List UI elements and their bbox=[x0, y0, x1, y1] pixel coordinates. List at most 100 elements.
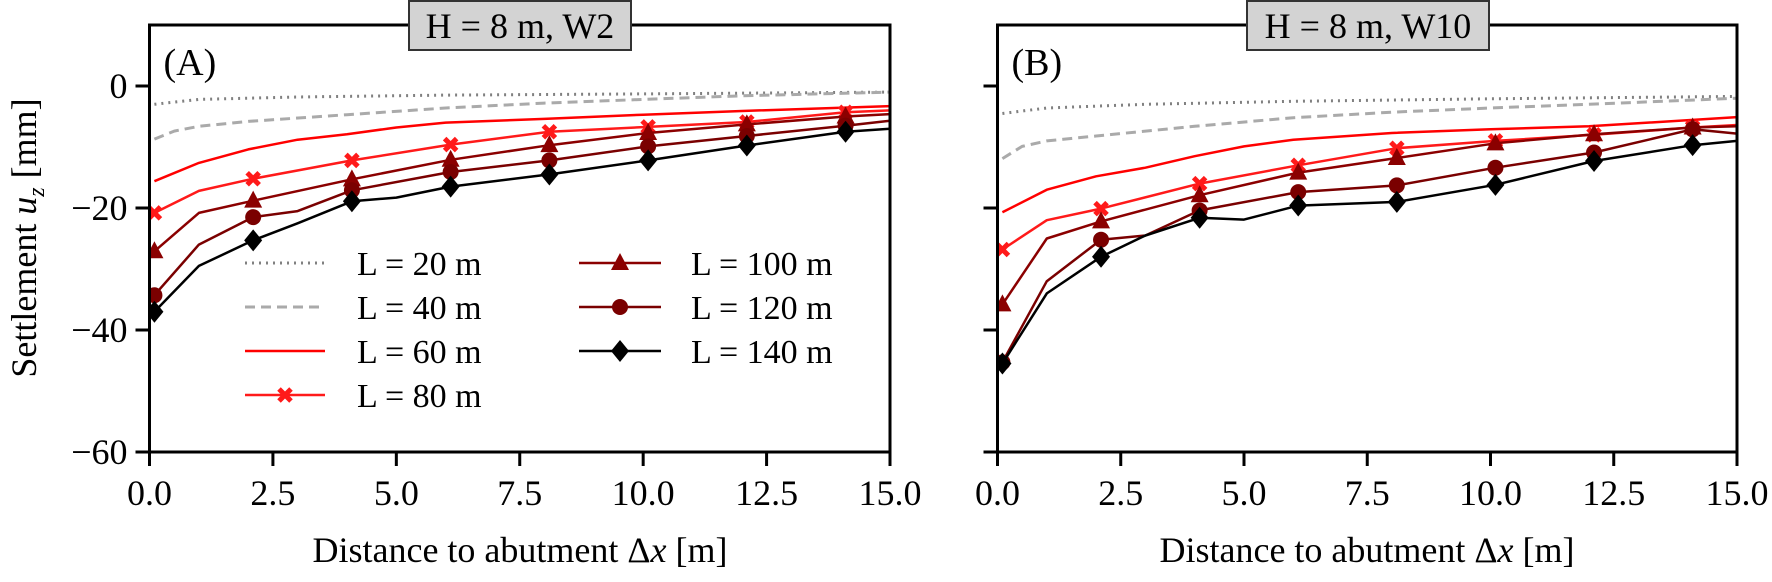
x-marker bbox=[442, 136, 459, 153]
triangle-marker bbox=[244, 190, 263, 208]
triangle-marker bbox=[611, 253, 629, 270]
diamond-marker bbox=[1387, 190, 1406, 213]
series-line-60m bbox=[153, 104, 890, 183]
series-line-20m bbox=[1002, 94, 1737, 115]
diamond-marker bbox=[1092, 245, 1111, 268]
series-group bbox=[149, 90, 890, 323]
x-marker-stroke bbox=[442, 136, 459, 153]
x-marker-stroke bbox=[541, 123, 558, 140]
legend-entry: L = 120 m bbox=[579, 290, 833, 327]
x-tick-label: 7.5 bbox=[497, 473, 542, 513]
panel-title: H = 8 m, W2 bbox=[426, 6, 615, 46]
triangle-marker bbox=[149, 241, 164, 259]
x-tick-label: 0.0 bbox=[127, 473, 172, 513]
series-line-140m bbox=[153, 127, 890, 313]
legend-label: L = 60 m bbox=[357, 334, 482, 371]
x-axis-label-b: Distance to abutment Δx [m] bbox=[1159, 530, 1574, 570]
x-tick-label: 7.5 bbox=[1345, 473, 1390, 513]
diamond-marker bbox=[540, 163, 559, 186]
panel-title: H = 8 m, W10 bbox=[1265, 6, 1472, 46]
circle-marker bbox=[1388, 177, 1405, 194]
circle-marker bbox=[1290, 184, 1307, 201]
legend-label: L = 40 m bbox=[357, 290, 482, 327]
triangle-marker bbox=[1486, 133, 1505, 151]
legend-label: L = 140 m bbox=[691, 334, 833, 371]
legend: L = 20 m L = 40 m L = 60 m L = 80 m L = 100 … bbox=[245, 246, 833, 415]
diamond-marker bbox=[611, 340, 629, 362]
diamond-marker bbox=[997, 352, 1012, 375]
x-marker bbox=[541, 123, 558, 140]
x-marker bbox=[1191, 175, 1208, 192]
triangle-marker bbox=[441, 149, 460, 167]
circle-marker bbox=[1684, 121, 1701, 138]
diamond-marker bbox=[441, 175, 460, 198]
y-axis-label: Settlement uz [mm] bbox=[4, 98, 50, 377]
series-line-100m bbox=[1001, 125, 1737, 306]
legend-entry: L = 140 m bbox=[579, 334, 833, 371]
legend-entry: L = 40 m bbox=[245, 290, 482, 327]
x-tick-label: 5.0 bbox=[1222, 473, 1267, 513]
legend-label: L = 120 m bbox=[691, 290, 833, 327]
legend-label: L = 20 m bbox=[357, 246, 482, 283]
triangle-marker bbox=[1190, 185, 1209, 203]
y-tick-label: −20 bbox=[71, 188, 127, 228]
diamond-marker bbox=[1486, 173, 1505, 196]
circle-marker bbox=[1093, 231, 1110, 248]
diamond-marker bbox=[1190, 206, 1209, 229]
series-line-140m bbox=[1001, 139, 1737, 365]
series-line-120m bbox=[1001, 128, 1737, 363]
triangle-marker bbox=[737, 114, 756, 132]
diamond-marker bbox=[1585, 150, 1604, 173]
circle-marker bbox=[245, 209, 262, 226]
diamond-marker bbox=[244, 229, 263, 252]
x-tick-label: 10.0 bbox=[1459, 473, 1522, 513]
x-tick-label: 12.5 bbox=[1582, 473, 1645, 513]
series-group bbox=[997, 94, 1737, 375]
panel-label: (B) bbox=[1012, 42, 1063, 84]
triangle-marker bbox=[997, 294, 1012, 312]
legend-entry: L = 80 m bbox=[245, 378, 482, 415]
legend-entry: L = 100 m bbox=[579, 246, 833, 283]
legend-label: L = 80 m bbox=[357, 378, 482, 415]
panel-title-box bbox=[1246, 0, 1490, 51]
circle-marker bbox=[612, 299, 628, 315]
x-marker bbox=[277, 387, 293, 403]
x-tick-label: 15.0 bbox=[859, 473, 922, 513]
panel-a: 0.0 2.5 5.0 7.5 10.0 12.5 15.0 −60 −40 −20 0 (A) H =… bbox=[71, 0, 922, 513]
legend-label: L = 100 m bbox=[691, 246, 833, 283]
series-line-80m bbox=[153, 109, 890, 215]
legend-entry: L = 20 m bbox=[245, 246, 482, 283]
legend-entry: L = 60 m bbox=[245, 334, 482, 371]
y-tick-label: −40 bbox=[71, 310, 127, 350]
x-tick-label: 15.0 bbox=[1706, 473, 1769, 513]
triangle-marker bbox=[1289, 162, 1308, 180]
circle-marker bbox=[149, 287, 163, 304]
diamond-marker bbox=[342, 190, 361, 213]
series-line-60m bbox=[1001, 115, 1737, 214]
diamond-marker bbox=[1683, 134, 1702, 157]
diamond-marker bbox=[737, 134, 756, 157]
x-tick-label: 2.5 bbox=[250, 473, 295, 513]
circle-marker bbox=[442, 164, 459, 181]
x-marker-stroke bbox=[344, 152, 360, 169]
diamond-marker bbox=[149, 300, 164, 323]
panel-title-box bbox=[408, 0, 632, 51]
x-marker-stroke bbox=[1093, 200, 1109, 217]
x-marker bbox=[245, 170, 261, 187]
x-tick-label: 0.0 bbox=[975, 473, 1020, 513]
x-marker bbox=[344, 152, 360, 169]
diamond-marker bbox=[836, 120, 855, 143]
triangle-marker bbox=[1585, 124, 1604, 142]
x-marker-stroke bbox=[277, 387, 293, 403]
x-axis-label-a: Distance to abutment Δx [m] bbox=[312, 530, 727, 570]
x-marker-stroke bbox=[1191, 175, 1208, 192]
diamond-marker bbox=[639, 149, 658, 172]
series-line-40m bbox=[153, 90, 890, 141]
triangle-marker bbox=[540, 135, 559, 153]
panel-label: (A) bbox=[164, 42, 217, 84]
x-tick-label: 12.5 bbox=[735, 473, 798, 513]
series-line-40m bbox=[1001, 96, 1737, 160]
x-tick-label: 2.5 bbox=[1098, 473, 1143, 513]
panel-b: 0.0 2.5 5.0 7.5 10.0 12.5 15.0 (B) H = 8 m, W10 bbox=[975, 0, 1769, 513]
